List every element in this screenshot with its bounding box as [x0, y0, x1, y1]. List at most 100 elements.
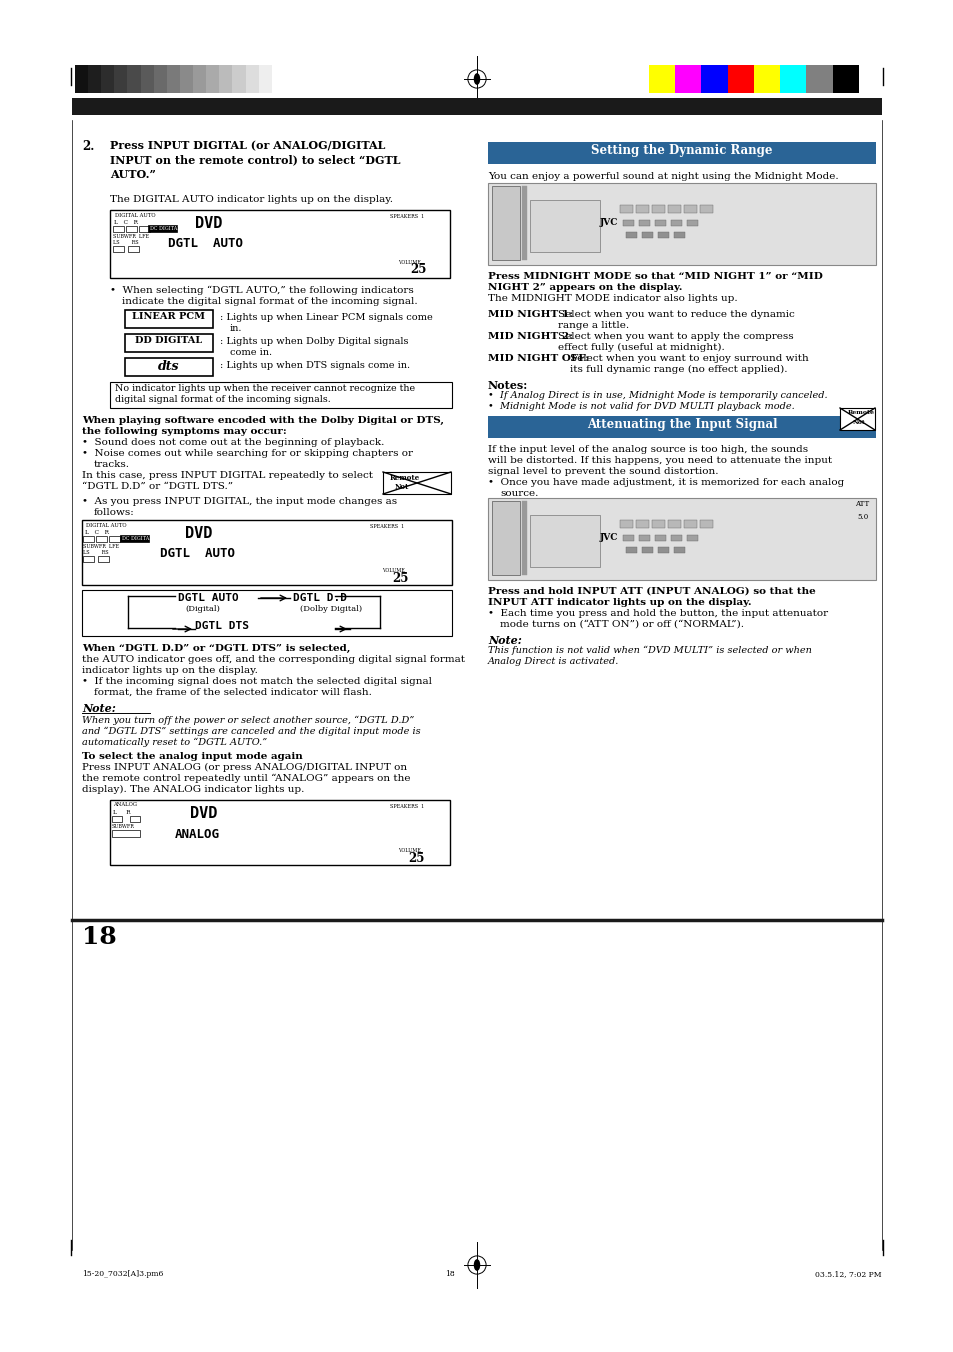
Text: source.: source. — [499, 489, 537, 498]
Text: : Lights up when DTS signals come in.: : Lights up when DTS signals come in. — [220, 361, 410, 370]
Bar — [651, 206, 664, 214]
Bar — [128, 65, 140, 93]
Text: 2.: 2. — [82, 141, 94, 153]
Text: ANALOG: ANALOG — [174, 827, 220, 841]
Text: Press MIDNIGHT MODE so that “MID NIGHT 1” or “MID: Press MIDNIGHT MODE so that “MID NIGHT 1… — [488, 272, 822, 281]
Circle shape — [809, 529, 829, 549]
Bar — [655, 220, 665, 226]
Bar — [700, 65, 727, 93]
Text: JVC: JVC — [599, 533, 618, 542]
Bar — [219, 65, 233, 93]
Bar — [112, 226, 124, 233]
Bar — [622, 535, 634, 541]
Text: 18: 18 — [445, 1270, 455, 1278]
Bar — [648, 65, 675, 93]
Circle shape — [809, 214, 829, 234]
Bar — [673, 548, 684, 553]
Bar — [82, 589, 452, 635]
Text: DC DIGITAL: DC DIGITAL — [122, 535, 152, 541]
Text: SPEAKERS  1: SPEAKERS 1 — [370, 525, 404, 529]
Text: SUBWFR  LFE: SUBWFR LFE — [83, 544, 119, 549]
Text: DC DIGITAL: DC DIGITAL — [150, 226, 180, 231]
Text: DVD: DVD — [185, 526, 213, 541]
Bar — [488, 498, 875, 580]
Bar — [686, 535, 698, 541]
Text: digital signal format of the incoming signals.: digital signal format of the incoming si… — [115, 395, 331, 404]
Text: Analog Direct is activated.: Analog Direct is activated. — [488, 657, 618, 667]
Bar — [130, 817, 140, 822]
Text: You can enjoy a powerful sound at night using the Midnight Mode.: You can enjoy a powerful sound at night … — [488, 172, 838, 181]
Text: SUBWFR: SUBWFR — [112, 823, 134, 829]
Text: the AUTO indicator goes off, and the corresponding digital signal format: the AUTO indicator goes off, and the cor… — [82, 654, 464, 664]
Text: Not: Not — [852, 420, 865, 425]
Bar — [96, 535, 107, 542]
Text: Select when you want to enjoy surround with: Select when you want to enjoy surround w… — [569, 354, 808, 362]
Bar — [727, 65, 753, 93]
Text: VOLUME: VOLUME — [397, 260, 420, 265]
Text: •  As you press INPUT DIGITAL, the input mode changes as: • As you press INPUT DIGITAL, the input … — [82, 498, 396, 506]
Circle shape — [791, 196, 847, 251]
Bar — [167, 65, 180, 93]
Text: follows:: follows: — [94, 508, 134, 516]
Text: DIGITAL AUTO: DIGITAL AUTO — [86, 523, 127, 529]
Text: LS        RS: LS RS — [83, 550, 109, 556]
Bar — [619, 206, 633, 214]
Text: 03.5.12, 7:02 PM: 03.5.12, 7:02 PM — [815, 1270, 882, 1278]
Text: dts: dts — [158, 360, 179, 373]
Bar — [639, 535, 649, 541]
Text: In this case, press INPUT DIGITAL repeatedly to select: In this case, press INPUT DIGITAL repeat… — [82, 470, 373, 480]
Text: its full dynamic range (no effect applied).: its full dynamic range (no effect applie… — [569, 365, 786, 375]
Bar — [641, 548, 652, 553]
Text: Press INPUT ANALOG (or press ANALOG/DIGITAL INPUT on: Press INPUT ANALOG (or press ANALOG/DIGI… — [82, 763, 407, 772]
Text: ATT: ATT — [854, 500, 868, 508]
Text: DGTL DTS: DGTL DTS — [194, 621, 249, 631]
Text: MID NIGHT 1:: MID NIGHT 1: — [488, 310, 573, 319]
Text: This function is not valid when “DVD MULTI” is selected or when: This function is not valid when “DVD MUL… — [488, 646, 811, 656]
Bar — [245, 65, 258, 93]
Text: No indicator lights up when the receiver cannot recognize the: No indicator lights up when the receiver… — [115, 384, 415, 393]
Bar — [112, 246, 124, 251]
Bar — [683, 206, 697, 214]
Bar — [139, 226, 150, 233]
Bar — [233, 65, 245, 93]
Text: Notes:: Notes: — [488, 380, 528, 391]
Text: (Digital): (Digital) — [185, 604, 219, 612]
Text: Select when you want to apply the compress: Select when you want to apply the compre… — [558, 333, 793, 341]
Bar — [658, 548, 668, 553]
Bar — [488, 183, 875, 265]
Text: DVD: DVD — [194, 216, 222, 231]
Bar — [683, 521, 697, 529]
Bar — [753, 65, 780, 93]
Text: Select when you want to reduce the dynamic: Select when you want to reduce the dynam… — [558, 310, 794, 319]
Ellipse shape — [474, 73, 479, 85]
Bar — [71, 97, 882, 115]
Text: •  If Analog Direct is in use, Midnight Mode is temporarily canceled.: • If Analog Direct is in use, Midnight M… — [488, 391, 827, 400]
Text: : Lights up when Dolby Digital signals: : Lights up when Dolby Digital signals — [220, 337, 408, 346]
Text: indicate the digital signal format of the incoming signal.: indicate the digital signal format of th… — [122, 297, 417, 306]
Bar — [125, 310, 213, 329]
Text: To select the analog input mode again: To select the analog input mode again — [82, 752, 302, 761]
Text: MID NIGHT 2:: MID NIGHT 2: — [488, 333, 573, 341]
Text: Not: Not — [395, 483, 409, 491]
Bar — [641, 233, 652, 238]
Bar — [110, 800, 450, 865]
Text: DIGITAL AUTO: DIGITAL AUTO — [115, 214, 155, 218]
Bar — [112, 817, 122, 822]
Bar — [636, 521, 648, 529]
Bar — [780, 65, 805, 93]
Bar — [805, 65, 832, 93]
Bar — [126, 226, 137, 233]
Text: automatically reset to “DGTL AUTO.”: automatically reset to “DGTL AUTO.” — [82, 738, 267, 748]
Text: JVC: JVC — [599, 218, 618, 227]
Text: L     R: L R — [112, 810, 131, 815]
Bar — [675, 65, 700, 93]
Text: signal level to prevent the sound distortion.: signal level to prevent the sound distor… — [488, 466, 718, 476]
Bar — [128, 246, 139, 251]
Text: : Lights up when Linear PCM signals come: : Lights up when Linear PCM signals come — [220, 314, 433, 322]
Ellipse shape — [474, 1259, 479, 1271]
Text: effect fully (useful at midnight).: effect fully (useful at midnight). — [558, 343, 724, 352]
Bar — [673, 233, 684, 238]
Bar — [83, 556, 94, 562]
Text: SPEAKERS  1: SPEAKERS 1 — [390, 804, 424, 808]
Bar — [700, 521, 712, 529]
